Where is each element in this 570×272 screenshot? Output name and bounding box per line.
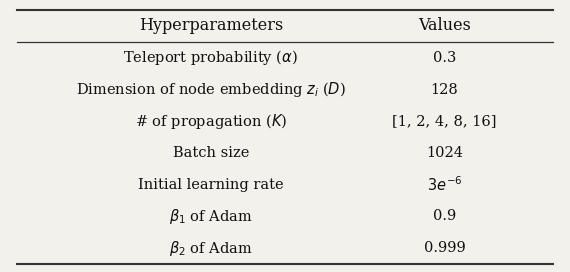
Text: Values: Values bbox=[418, 17, 471, 34]
Text: 1024: 1024 bbox=[426, 146, 463, 160]
Text: Initial learning rate: Initial learning rate bbox=[138, 178, 284, 192]
Text: Dimension of node embedding $z_i$ ($D$): Dimension of node embedding $z_i$ ($D$) bbox=[76, 80, 346, 99]
Text: 0.999: 0.999 bbox=[424, 241, 466, 255]
Text: $3e^{-6}$: $3e^{-6}$ bbox=[427, 175, 462, 194]
Text: $\beta_1$ of Adam: $\beta_1$ of Adam bbox=[169, 207, 253, 226]
Text: 0.9: 0.9 bbox=[433, 209, 456, 223]
Text: Hyperparameters: Hyperparameters bbox=[139, 17, 283, 34]
Text: Batch size: Batch size bbox=[173, 146, 249, 160]
Text: $\beta_2$ of Adam: $\beta_2$ of Adam bbox=[169, 239, 253, 258]
Text: 0.3: 0.3 bbox=[433, 51, 457, 65]
Text: 128: 128 bbox=[431, 83, 458, 97]
Text: [1, 2, 4, 8, 16]: [1, 2, 4, 8, 16] bbox=[392, 114, 497, 128]
Text: # of propagation ($K$): # of propagation ($K$) bbox=[135, 112, 287, 131]
Text: Teleport probability ($\alpha$): Teleport probability ($\alpha$) bbox=[124, 48, 298, 67]
